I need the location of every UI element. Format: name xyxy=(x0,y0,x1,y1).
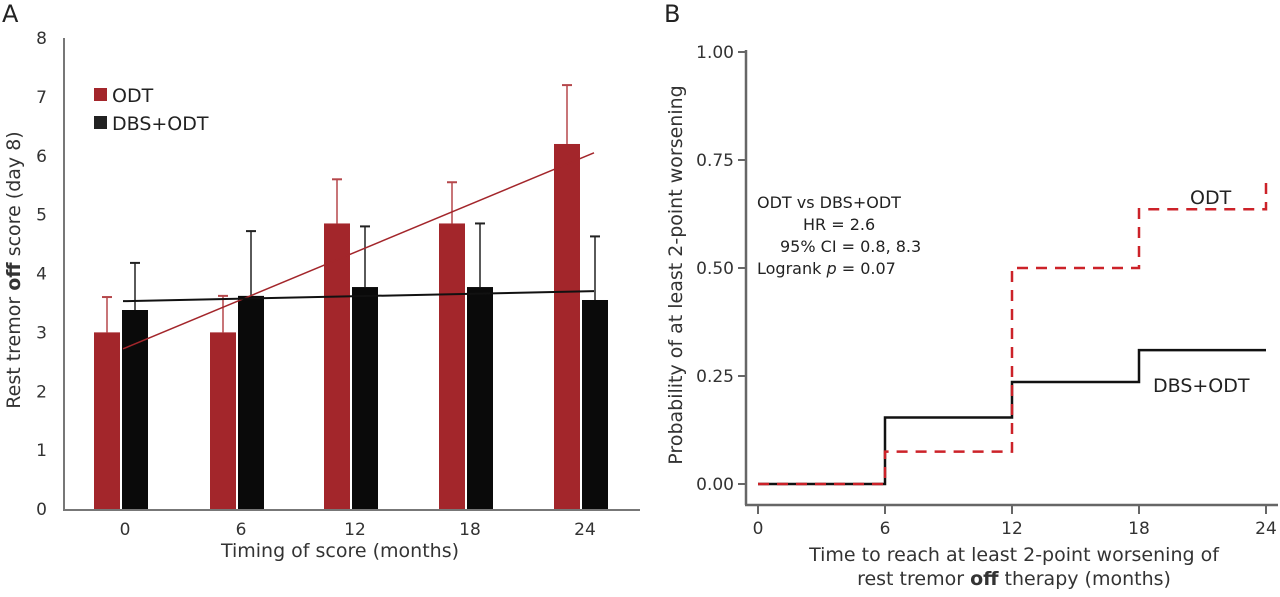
y-tick-label: 8 xyxy=(36,29,47,49)
bar-odt xyxy=(94,332,120,509)
logrank-value: = 0.07 xyxy=(837,259,896,278)
x-tick-label: 6 xyxy=(236,520,247,540)
panel-b-x-axis-label-line1: Time to reach at least 2-point worsening… xyxy=(808,544,1220,566)
x-tick-label: 0 xyxy=(753,519,764,539)
y-tick-label: 0.25 xyxy=(696,367,734,387)
y-tick-label: 0.50 xyxy=(696,259,734,279)
legend-label-dbs-odt: DBS+ODT xyxy=(112,113,209,135)
km-curve-odt xyxy=(758,181,1268,486)
legend-label-odt: ODT xyxy=(112,85,154,107)
legend-swatch-odt xyxy=(94,88,107,101)
bar-dbs-odt xyxy=(238,295,264,509)
x-label-bold-part: off xyxy=(970,568,999,590)
panel-a-legend: ODT DBS+ODT xyxy=(94,85,209,135)
panel-b-label: B xyxy=(664,0,680,28)
annotation-hr: HR = 2.6 xyxy=(803,215,875,234)
bar-odt xyxy=(439,223,465,510)
panel-a-y-axis-label: Rest tremor off score (day 8) xyxy=(3,131,25,408)
y-label-part: score (day 8) xyxy=(3,131,25,262)
panel-b-annotation: ODT vs DBS+ODT HR = 2.6 95% CI = 0.8, 8.… xyxy=(757,193,921,278)
y-tick-label: 6 xyxy=(36,147,47,167)
legend-swatch-dbs-odt xyxy=(94,116,107,129)
trendline-odt xyxy=(122,152,595,350)
x-tick-label: 24 xyxy=(1255,519,1277,539)
y-tick-label: 0.75 xyxy=(696,151,734,171)
panel-a-x-axis-label: Timing of score (months) xyxy=(220,540,459,562)
bar-odt xyxy=(324,223,350,510)
annotation-logrank: Logrank p = 0.07 xyxy=(757,259,896,278)
y-tick-label: 1.00 xyxy=(696,43,734,63)
x-tick-label: 18 xyxy=(459,520,481,540)
x-label-part: rest tremor xyxy=(857,568,970,590)
x-tick-label: 6 xyxy=(880,519,891,539)
y-tick-label: 4 xyxy=(36,265,47,285)
x-tick-label: 12 xyxy=(1001,519,1023,539)
panel-a-label: A xyxy=(2,0,19,28)
bar-odt xyxy=(210,332,236,509)
y-tick-label: 7 xyxy=(36,88,47,108)
y-tick-label: 0 xyxy=(36,500,47,520)
annotation-ci: 95% CI = 0.8, 8.3 xyxy=(780,237,921,256)
panel-b-y-axis-label: Probability of at least 2-point worsenin… xyxy=(665,85,687,464)
trendline-dbs-odt xyxy=(122,290,595,303)
bar-dbs-odt xyxy=(582,299,608,509)
curve-label-odt: ODT xyxy=(1190,187,1232,209)
x-tick-label: 0 xyxy=(120,520,131,540)
y-label-part: Rest tremor xyxy=(3,291,25,409)
annotation-comparison: ODT vs DBS+ODT xyxy=(757,193,901,212)
y-tick-label: 1 xyxy=(36,441,47,461)
bar-dbs-odt xyxy=(467,287,493,509)
panel-b-chart: 0.00 0.25 0.50 0.75 1.00 0 6 12 18 24 ODT vs DBS… xyxy=(665,43,1278,590)
x-tick-label: 24 xyxy=(574,520,596,540)
x-label-part: therapy (months) xyxy=(999,568,1171,590)
panel-b-x-axis-label-line2: rest tremor off therapy (months) xyxy=(857,568,1171,590)
x-tick-label: 18 xyxy=(1128,519,1150,539)
y-tick-label: 0.00 xyxy=(696,475,734,495)
curve-label-dbs-odt: DBS+ODT xyxy=(1153,375,1250,397)
y-tick-label: 3 xyxy=(36,323,47,343)
y-label-bold-part: off xyxy=(3,262,25,291)
logrank-prefix: Logrank xyxy=(757,259,826,278)
logrank-p: p xyxy=(825,259,836,278)
y-tick-label: 5 xyxy=(36,206,47,226)
bar-dbs-odt xyxy=(352,287,378,509)
y-tick-label: 2 xyxy=(36,382,47,402)
x-tick-label: 12 xyxy=(344,520,366,540)
bar-odt xyxy=(554,143,580,509)
